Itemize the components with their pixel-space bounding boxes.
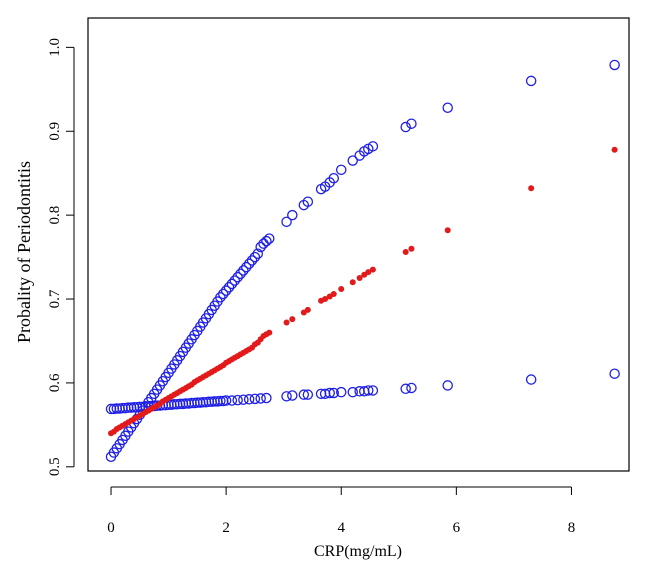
series-0 [105,59,620,462]
data-point [226,278,238,290]
data-point [322,296,329,303]
data-point [347,155,358,166]
y-axis: 0.5 0.6 0.7 0.8 0.9 1.0 [47,38,75,476]
data-point [609,368,620,379]
data-point [217,288,229,300]
data-point [347,386,358,398]
data-point [252,248,264,259]
data-point [302,389,314,400]
data-point [406,382,417,394]
data-point [444,227,451,234]
data-point [528,185,535,192]
data-point [238,394,249,405]
data-point [241,261,252,273]
data-point [266,329,273,336]
data-point [611,146,618,153]
data-point [349,279,356,286]
data-point [255,241,266,253]
y-tick-label: 0.7 [47,289,63,308]
y-axis-label: Probality of Periodontitis [14,161,34,343]
x-axis-label: CRP(mg/mL) [314,543,402,560]
x-tick-label: 0 [107,520,115,536]
y-tick-label: 1.0 [47,38,63,57]
data-point [525,75,537,87]
data-point [215,292,226,303]
data-point [261,392,272,404]
data-point [249,393,261,405]
data-point [289,316,296,323]
data-point [442,102,453,114]
x-tick-label: 8 [568,520,576,536]
data-points [105,59,620,462]
x-tick-label: 6 [453,520,461,536]
data-point [226,395,238,406]
data-point [408,245,415,252]
data-point [243,258,255,270]
data-point [400,121,411,133]
data-point [287,209,298,221]
data-point [243,394,255,405]
y-tick-label: 0.6 [47,373,63,392]
data-point [367,141,379,152]
data-point [283,319,290,326]
data-point [324,387,335,399]
data-point [338,285,345,292]
data-point [335,386,347,398]
y-tick-label: 0.9 [47,122,63,141]
data-point [246,255,258,266]
data-point [220,395,232,406]
data-point [220,285,232,296]
data-point [363,385,374,396]
data-point [235,268,246,280]
data-point [330,290,337,297]
data-point [328,172,340,184]
y-tick-label: 0.5 [47,457,63,476]
data-point [229,275,241,286]
data-point [232,394,243,406]
data-point [367,385,379,396]
data-point [356,275,363,282]
data-point [223,282,235,293]
data-point [369,266,376,273]
data-point [264,233,275,244]
data-point [406,118,417,129]
data-point [232,271,243,283]
y-tick-label: 0.8 [47,206,63,225]
series-2 [108,146,618,437]
data-point [281,216,292,228]
data-point [261,235,272,247]
data-point [442,380,453,391]
data-point [365,269,372,276]
data-point [302,196,314,207]
data-point [400,383,411,395]
data-point [249,251,261,263]
data-point [298,389,310,400]
data-point [255,393,266,404]
data-point [215,395,226,407]
x-axis: 0 2 4 6 8 [107,486,576,536]
data-point [304,306,311,313]
data-point [335,164,347,176]
data-point [281,391,292,402]
x-tick-label: 4 [337,520,345,536]
plot-frame [87,17,630,472]
data-point [287,390,298,401]
data-point [238,265,249,276]
data-point [525,374,537,385]
data-point [402,249,409,256]
data-point [609,59,620,71]
x-tick-label: 2 [222,520,230,536]
data-point [328,387,340,399]
